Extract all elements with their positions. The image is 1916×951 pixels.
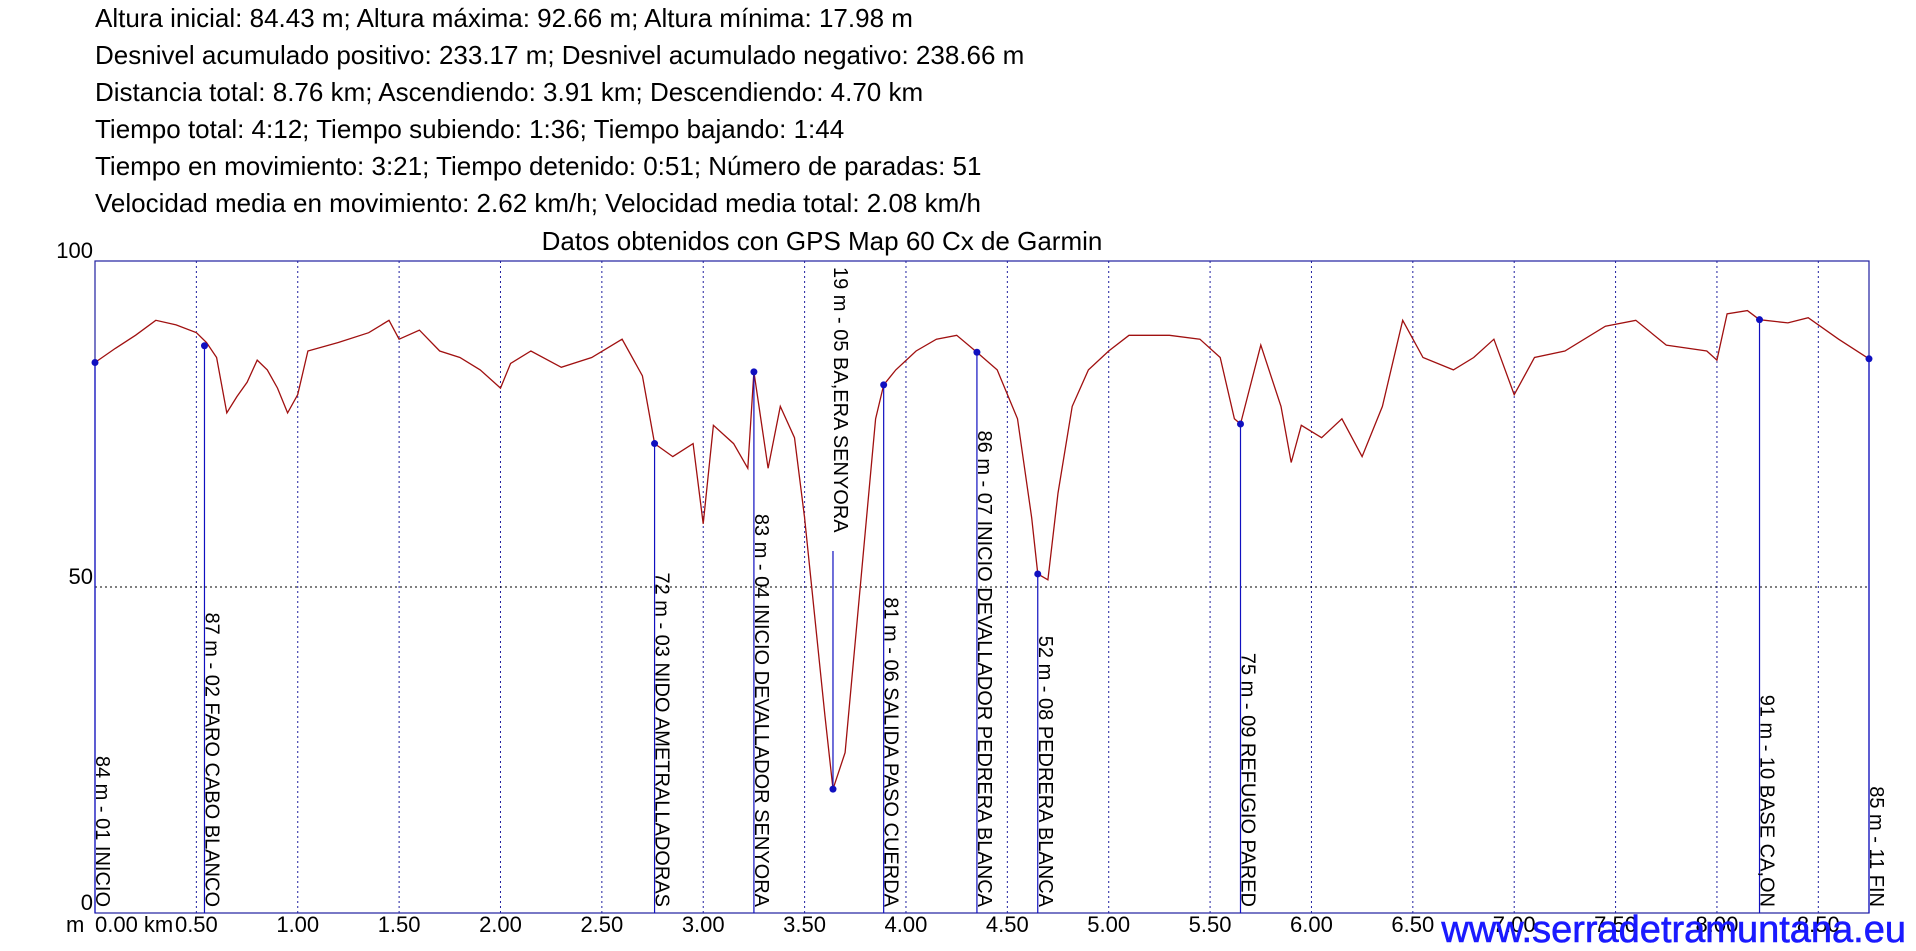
watermark: www.serradetramuntana.eu — [1440, 909, 1906, 951]
stat-line: Tiempo en movimiento: 3:21; Tiempo deten… — [95, 151, 981, 181]
waypoint-label: 84 m - 01 INICIO — [91, 756, 113, 907]
waypoint — [1756, 316, 1764, 324]
y-axis-label: m — [66, 912, 84, 937]
x-tick-label: 6.50 — [1391, 912, 1434, 937]
x-tick-label: 1.00 — [276, 912, 319, 937]
stat-line: Altura inicial: 84.43 m; Altura máxima: … — [95, 3, 913, 33]
waypoint — [200, 342, 208, 350]
waypoint-label: 87 m - 02 FARO CABO BLANCO — [200, 612, 222, 907]
waypoint-label: 52 m - 08 PEDRERA BLANCA — [1034, 636, 1056, 908]
x-tick-label: 2.00 — [479, 912, 522, 937]
stat-line: Desnivel acumulado positivo: 233.17 m; D… — [95, 40, 1024, 70]
y-tick-label: 0 — [81, 890, 93, 915]
stats: Altura inicial: 84.43 m; Altura máxima: … — [95, 3, 1024, 218]
stat-line: Distancia total: 8.76 km; Ascendiendo: 3… — [95, 77, 923, 107]
waypoint-label: 81 m - 06 SALIDA PASO CUERDA — [880, 597, 902, 907]
waypoint-label: 75 m - 09 REFUGIO PARED — [1236, 653, 1258, 907]
x-tick-label: 8.50 — [1797, 912, 1840, 937]
x-tick-label: 5.50 — [1189, 912, 1232, 937]
x-tick-label: 4.00 — [885, 912, 928, 937]
x-tick-label: 7.00 — [1493, 912, 1536, 937]
x-tick-label: 8.00 — [1696, 912, 1739, 937]
x-tick-label: 5.00 — [1087, 912, 1130, 937]
x-tick-label: 0.50 — [175, 912, 218, 937]
x-tick-label: 0.00 km — [95, 912, 173, 937]
x-tick-label: 3.00 — [682, 912, 725, 937]
x-tick-label: 7.50 — [1594, 912, 1637, 937]
y-tick-label: 50 — [69, 564, 93, 589]
waypoint — [91, 359, 99, 367]
waypoint — [750, 368, 758, 376]
waypoint-label: 19 m - 05 BA,ERA SENYORA — [829, 267, 851, 533]
x-tick-label: 4.50 — [986, 912, 1029, 937]
waypoint-label: 85 m - 11 FIN — [1865, 786, 1887, 907]
waypoint-label: 72 m - 03 NIDO AMETRALLADORAS — [651, 572, 673, 907]
y-tick-label: 100 — [56, 238, 93, 263]
waypoint — [651, 440, 659, 448]
elevation-line — [94, 309, 1870, 790]
waypoint — [880, 381, 888, 389]
x-tick-label: 3.50 — [783, 912, 826, 937]
chart-title: Datos obtenidos con GPS Map 60 Cx de Gar… — [542, 226, 1103, 256]
waypoint — [1034, 570, 1042, 578]
waypoint — [1865, 355, 1873, 363]
waypoint — [829, 785, 837, 793]
x-tick-label: 1.50 — [378, 912, 421, 937]
x-tick-label: 6.00 — [1290, 912, 1333, 937]
waypoint-label: 86 m - 07 INICIO DEVALLADOR PEDRERA BLAN… — [973, 431, 995, 908]
waypoint-label: 83 m - 04 INICIO DEVALLADOR SENYORA — [750, 514, 772, 908]
waypoint-label: 91 m - 10 BASE CA,ON — [1756, 695, 1778, 907]
x-tick-label: 2.50 — [580, 912, 623, 937]
stat-line: Tiempo total: 4:12; Tiempo subiendo: 1:3… — [95, 114, 844, 144]
waypoint — [973, 348, 981, 356]
stat-line: Velocidad media en movimiento: 2.62 km/h… — [95, 188, 981, 218]
waypoint — [1236, 420, 1244, 428]
